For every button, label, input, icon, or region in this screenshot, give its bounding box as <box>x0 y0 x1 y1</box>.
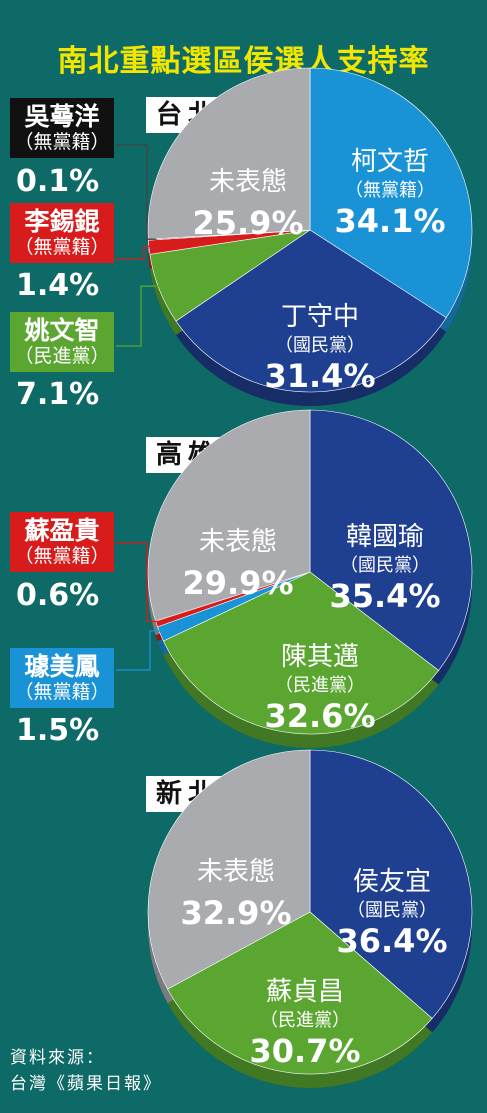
callout-name: 璩美鳳 <box>24 652 100 681</box>
callout-party: （無黨籍） <box>14 131 110 153</box>
slice-party-label: （無黨籍） <box>345 180 435 201</box>
callout-box-su: 蘇盈貴 （無黨籍） <box>10 512 114 572</box>
slice-name-label: 蘇貞昌 <box>266 977 344 1007</box>
callout-name: 李錫錕 <box>24 207 100 236</box>
callout-party: （民進黨） <box>14 345 110 367</box>
callout-value-wu: 0.1% <box>16 164 100 199</box>
source-line-2: 台灣《蘋果日報》 <box>10 1074 162 1094</box>
pie-1: 韓國瑜 （國民黨）35.4% 陳其邁 （民進黨）32.6% 未表態 29.9% <box>116 409 473 748</box>
pie-2: 侯友宜 （國民黨）36.4% 蘇貞昌 （民進黨）30.7% 未表態 32.9% <box>147 749 473 1089</box>
slice-value-label: 25.9% <box>192 204 303 242</box>
callout-party: （無黨籍） <box>14 545 110 567</box>
callout-leader-line <box>116 285 167 347</box>
chart-title: 南北重點選區侯選人支持率 <box>57 44 430 79</box>
slice-name-label: 韓國瑜 <box>346 522 424 552</box>
slice-party-label: （民進黨） <box>275 675 365 696</box>
slice-name-label: 未表態 <box>209 167 287 197</box>
callout-box-yao: 姚文智 （民進黨） <box>10 312 114 372</box>
callout-leader-line <box>116 630 168 671</box>
callout-box-wu: 吳蕚洋 （無黨籍） <box>10 98 114 158</box>
source-note: 資料來源： 台灣《蘋果日報》 <box>10 1045 162 1097</box>
slice-value-label: 32.9% <box>180 894 291 932</box>
callout-name: 吳蕚洋 <box>24 102 100 131</box>
pie-slice <box>167 911 433 1075</box>
callout-party: （無黨籍） <box>14 236 110 258</box>
callout-value-chu: 1.5% <box>16 713 100 748</box>
slice-value-label: 35.4% <box>329 577 440 615</box>
slice-name-label: 侯友宜 <box>353 867 431 897</box>
callout-leader-line <box>116 144 157 240</box>
pie-slice <box>309 749 473 1019</box>
slice-name-label: 未表態 <box>197 857 275 887</box>
callout-box-li: 李錫錕 （無黨籍） <box>10 203 114 263</box>
pie-slice <box>147 67 311 240</box>
slice-value-label: 29.9% <box>182 564 293 602</box>
callout-party: （無黨籍） <box>14 681 110 703</box>
slice-value-label: 30.7% <box>249 1032 360 1070</box>
slice-value-label: 34.1% <box>334 202 445 240</box>
slice-value-label: 32.6% <box>264 697 375 735</box>
pie-slice <box>309 67 473 319</box>
slice-party-label: （國民黨） <box>340 555 430 576</box>
slice-party-label: （民進黨） <box>260 1010 350 1031</box>
slice-party-label: （國民黨） <box>275 335 365 356</box>
callout-value-su: 0.6% <box>16 578 100 613</box>
slice-value-label: 36.4% <box>336 922 447 960</box>
slice-name-label: 陳其邁 <box>281 642 359 672</box>
pie-slice <box>163 571 440 735</box>
callout-value-yao: 7.1% <box>16 377 100 412</box>
slice-value-label: 31.4% <box>264 357 375 395</box>
callout-value-li: 1.4% <box>16 268 100 303</box>
callout-box-chu: 璩美鳳 （無黨籍） <box>10 648 114 708</box>
slice-name-label: 未表態 <box>199 527 277 557</box>
slice-name-label: 丁守中 <box>281 302 359 332</box>
callout-name: 姚文智 <box>24 316 100 345</box>
callout-name: 蘇盈貴 <box>24 516 100 545</box>
source-line-1: 資料來源： <box>10 1048 105 1068</box>
slice-party-label: （國民黨） <box>347 900 437 921</box>
pie-slice <box>147 409 311 622</box>
pie-slice <box>309 409 473 671</box>
pie-slice <box>175 229 447 393</box>
slice-name-label: 柯文哲 <box>351 147 429 177</box>
pie-slice <box>147 749 311 990</box>
callout-leader-line <box>116 542 165 623</box>
callout-leader-line <box>116 245 157 260</box>
pie-0: 柯文哲 （無黨籍）34.1% 丁守中 （國民黨）31.4% 未表態 25.9% <box>116 67 473 407</box>
